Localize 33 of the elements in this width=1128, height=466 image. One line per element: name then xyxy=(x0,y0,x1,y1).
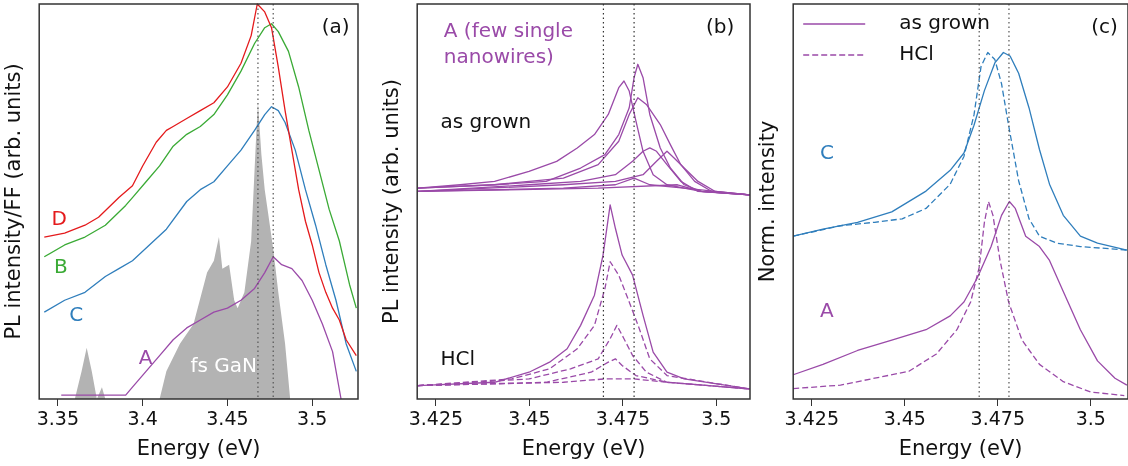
x-tick-label: 3.35 xyxy=(36,407,80,430)
x-axis-title: Energy (eV) xyxy=(521,435,646,460)
x-axis-title: Energy (eV) xyxy=(136,435,261,460)
text: (b) xyxy=(705,13,735,38)
x-tick-label: 3.4 xyxy=(127,407,158,430)
x-tick-label: 3.425 xyxy=(784,407,839,430)
annotation: A xyxy=(819,298,834,323)
x-tick-label: 3.475 xyxy=(970,407,1025,430)
y-axis-title: Norm. intensity xyxy=(755,120,780,283)
text: (c) xyxy=(1091,13,1118,38)
y-axis-title: PL intensity/FF (arb. units) xyxy=(1,63,26,340)
legend-label: HCl xyxy=(899,41,934,66)
x-tick-label: 3.45 xyxy=(883,407,926,430)
series-label: fs GaN xyxy=(190,353,258,378)
annotation: C xyxy=(819,140,834,165)
y-axis-title: PL intensity (arb. units) xyxy=(379,79,404,324)
series-label: B xyxy=(54,253,68,278)
annotation: (a) xyxy=(321,13,350,38)
x-axis-title: Energy (eV) xyxy=(898,435,1023,460)
series-label: D xyxy=(51,205,67,230)
annotation: HCl xyxy=(440,345,476,370)
annotation: A (few single nanowires) xyxy=(443,17,573,68)
x-tick-label: 3.475 xyxy=(595,407,651,430)
legend-label: as grown xyxy=(899,10,990,35)
x-tick-label: 3.5 xyxy=(701,407,732,430)
x-tick-label: 3.425 xyxy=(408,407,464,430)
annotation: as grown xyxy=(440,108,532,133)
x-tick-label: 3.45 xyxy=(508,407,551,430)
x-tick-label: 3.45 xyxy=(206,407,249,430)
series-label: C xyxy=(69,301,84,326)
series-label: A xyxy=(138,344,153,369)
x-tick-label: 3.5 xyxy=(1075,407,1106,430)
x-tick-label: 3.5 xyxy=(297,407,328,430)
